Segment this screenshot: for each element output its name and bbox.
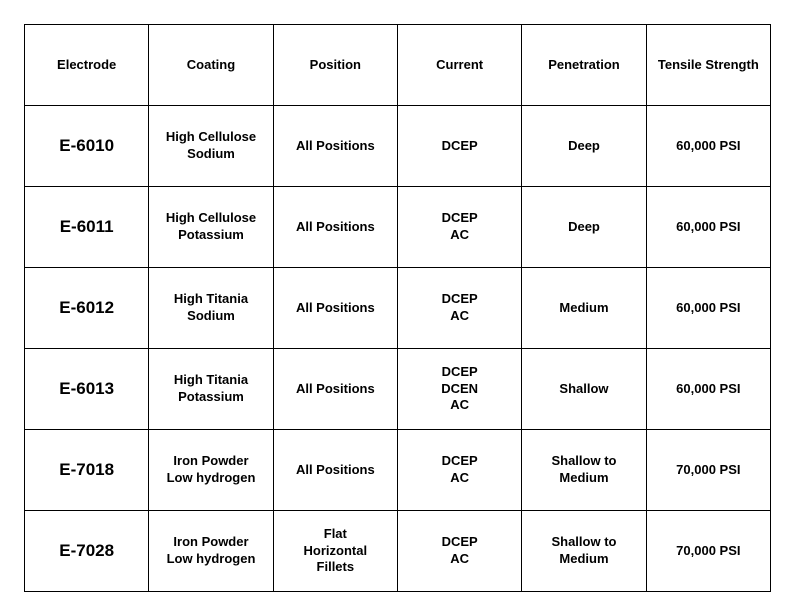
cell-current: DCEPDCENAC [397, 349, 521, 430]
cell-electrode: E-7028 [25, 511, 149, 592]
cell-position: All Positions [273, 268, 397, 349]
cell-coating: High TitaniaSodium [149, 268, 273, 349]
table-header-row: Electrode Coating Position Current Penet… [25, 25, 771, 106]
cell-current: DCEPAC [397, 268, 521, 349]
cell-tensile: 70,000 PSI [646, 511, 770, 592]
cell-electrode: E-7018 [25, 430, 149, 511]
cell-position: FlatHorizontalFillets [273, 511, 397, 592]
table-row: E-6011High CellulosePotassiumAll Positio… [25, 187, 771, 268]
cell-current: DCEPAC [397, 187, 521, 268]
cell-tensile: 60,000 PSI [646, 106, 770, 187]
cell-position: All Positions [273, 106, 397, 187]
cell-electrode: E-6013 [25, 349, 149, 430]
col-header-tensile: Tensile Strength [646, 25, 770, 106]
cell-current: DCEPAC [397, 430, 521, 511]
cell-position: All Positions [273, 187, 397, 268]
table-row: E-7028Iron PowderLow hydrogenFlatHorizon… [25, 511, 771, 592]
table-row: E-6013High TitaniaPotassiumAll Positions… [25, 349, 771, 430]
cell-position: All Positions [273, 430, 397, 511]
table-row: E-6012High TitaniaSodiumAll PositionsDCE… [25, 268, 771, 349]
col-header-coating: Coating [149, 25, 273, 106]
cell-penetration: Deep [522, 187, 646, 268]
cell-coating: High CelluloseSodium [149, 106, 273, 187]
cell-penetration: Shallow toMedium [522, 511, 646, 592]
cell-electrode: E-6012 [25, 268, 149, 349]
cell-tensile: 60,000 PSI [646, 349, 770, 430]
cell-penetration: Shallow [522, 349, 646, 430]
cell-position: All Positions [273, 349, 397, 430]
cell-current: DCEPAC [397, 511, 521, 592]
table-row: E-6010High CelluloseSodiumAll PositionsD… [25, 106, 771, 187]
cell-penetration: Deep [522, 106, 646, 187]
cell-tensile: 60,000 PSI [646, 187, 770, 268]
cell-tensile: 70,000 PSI [646, 430, 770, 511]
cell-electrode: E-6011 [25, 187, 149, 268]
col-header-current: Current [397, 25, 521, 106]
electrode-table: Electrode Coating Position Current Penet… [24, 24, 771, 592]
col-header-position: Position [273, 25, 397, 106]
cell-penetration: Shallow toMedium [522, 430, 646, 511]
cell-current: DCEP [397, 106, 521, 187]
table-row: E-7018Iron PowderLow hydrogenAll Positio… [25, 430, 771, 511]
cell-coating: High CellulosePotassium [149, 187, 273, 268]
col-header-penetration: Penetration [522, 25, 646, 106]
cell-coating: High TitaniaPotassium [149, 349, 273, 430]
cell-penetration: Medium [522, 268, 646, 349]
cell-coating: Iron PowderLow hydrogen [149, 511, 273, 592]
col-header-electrode: Electrode [25, 25, 149, 106]
cell-electrode: E-6010 [25, 106, 149, 187]
table-body: E-6010High CelluloseSodiumAll PositionsD… [25, 106, 771, 592]
cell-tensile: 60,000 PSI [646, 268, 770, 349]
cell-coating: Iron PowderLow hydrogen [149, 430, 273, 511]
